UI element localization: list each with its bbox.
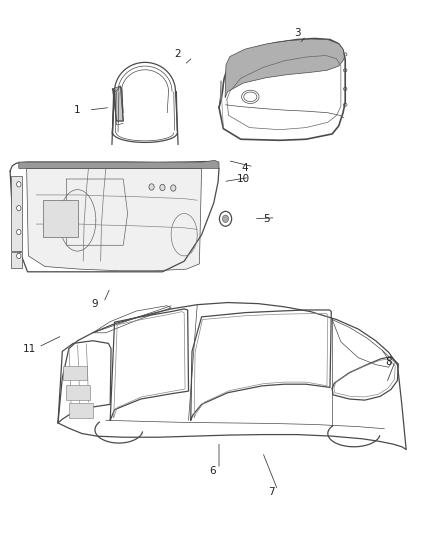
Circle shape <box>17 253 21 259</box>
Circle shape <box>17 206 21 211</box>
Bar <box>66 385 90 400</box>
Bar <box>43 200 78 237</box>
Bar <box>11 252 22 268</box>
Text: 7: 7 <box>268 487 275 497</box>
Circle shape <box>149 184 154 190</box>
Polygon shape <box>225 39 344 98</box>
Circle shape <box>17 229 21 235</box>
Circle shape <box>171 185 176 191</box>
Bar <box>11 176 22 251</box>
Circle shape <box>219 212 232 226</box>
Text: 3: 3 <box>294 28 300 38</box>
Text: 6: 6 <box>209 466 216 475</box>
Circle shape <box>223 215 229 222</box>
Text: 10: 10 <box>237 174 250 184</box>
Bar <box>69 403 93 418</box>
Text: 11: 11 <box>23 344 36 354</box>
Text: 9: 9 <box>92 298 98 309</box>
Polygon shape <box>113 86 123 120</box>
Polygon shape <box>27 168 201 271</box>
Text: 1: 1 <box>74 105 81 115</box>
Bar <box>63 366 87 381</box>
Text: 4: 4 <box>242 164 248 173</box>
Text: 8: 8 <box>385 357 392 367</box>
Circle shape <box>17 182 21 187</box>
Text: 5: 5 <box>264 214 270 224</box>
Polygon shape <box>19 160 219 168</box>
Text: 2: 2 <box>174 50 181 59</box>
Circle shape <box>160 184 165 191</box>
